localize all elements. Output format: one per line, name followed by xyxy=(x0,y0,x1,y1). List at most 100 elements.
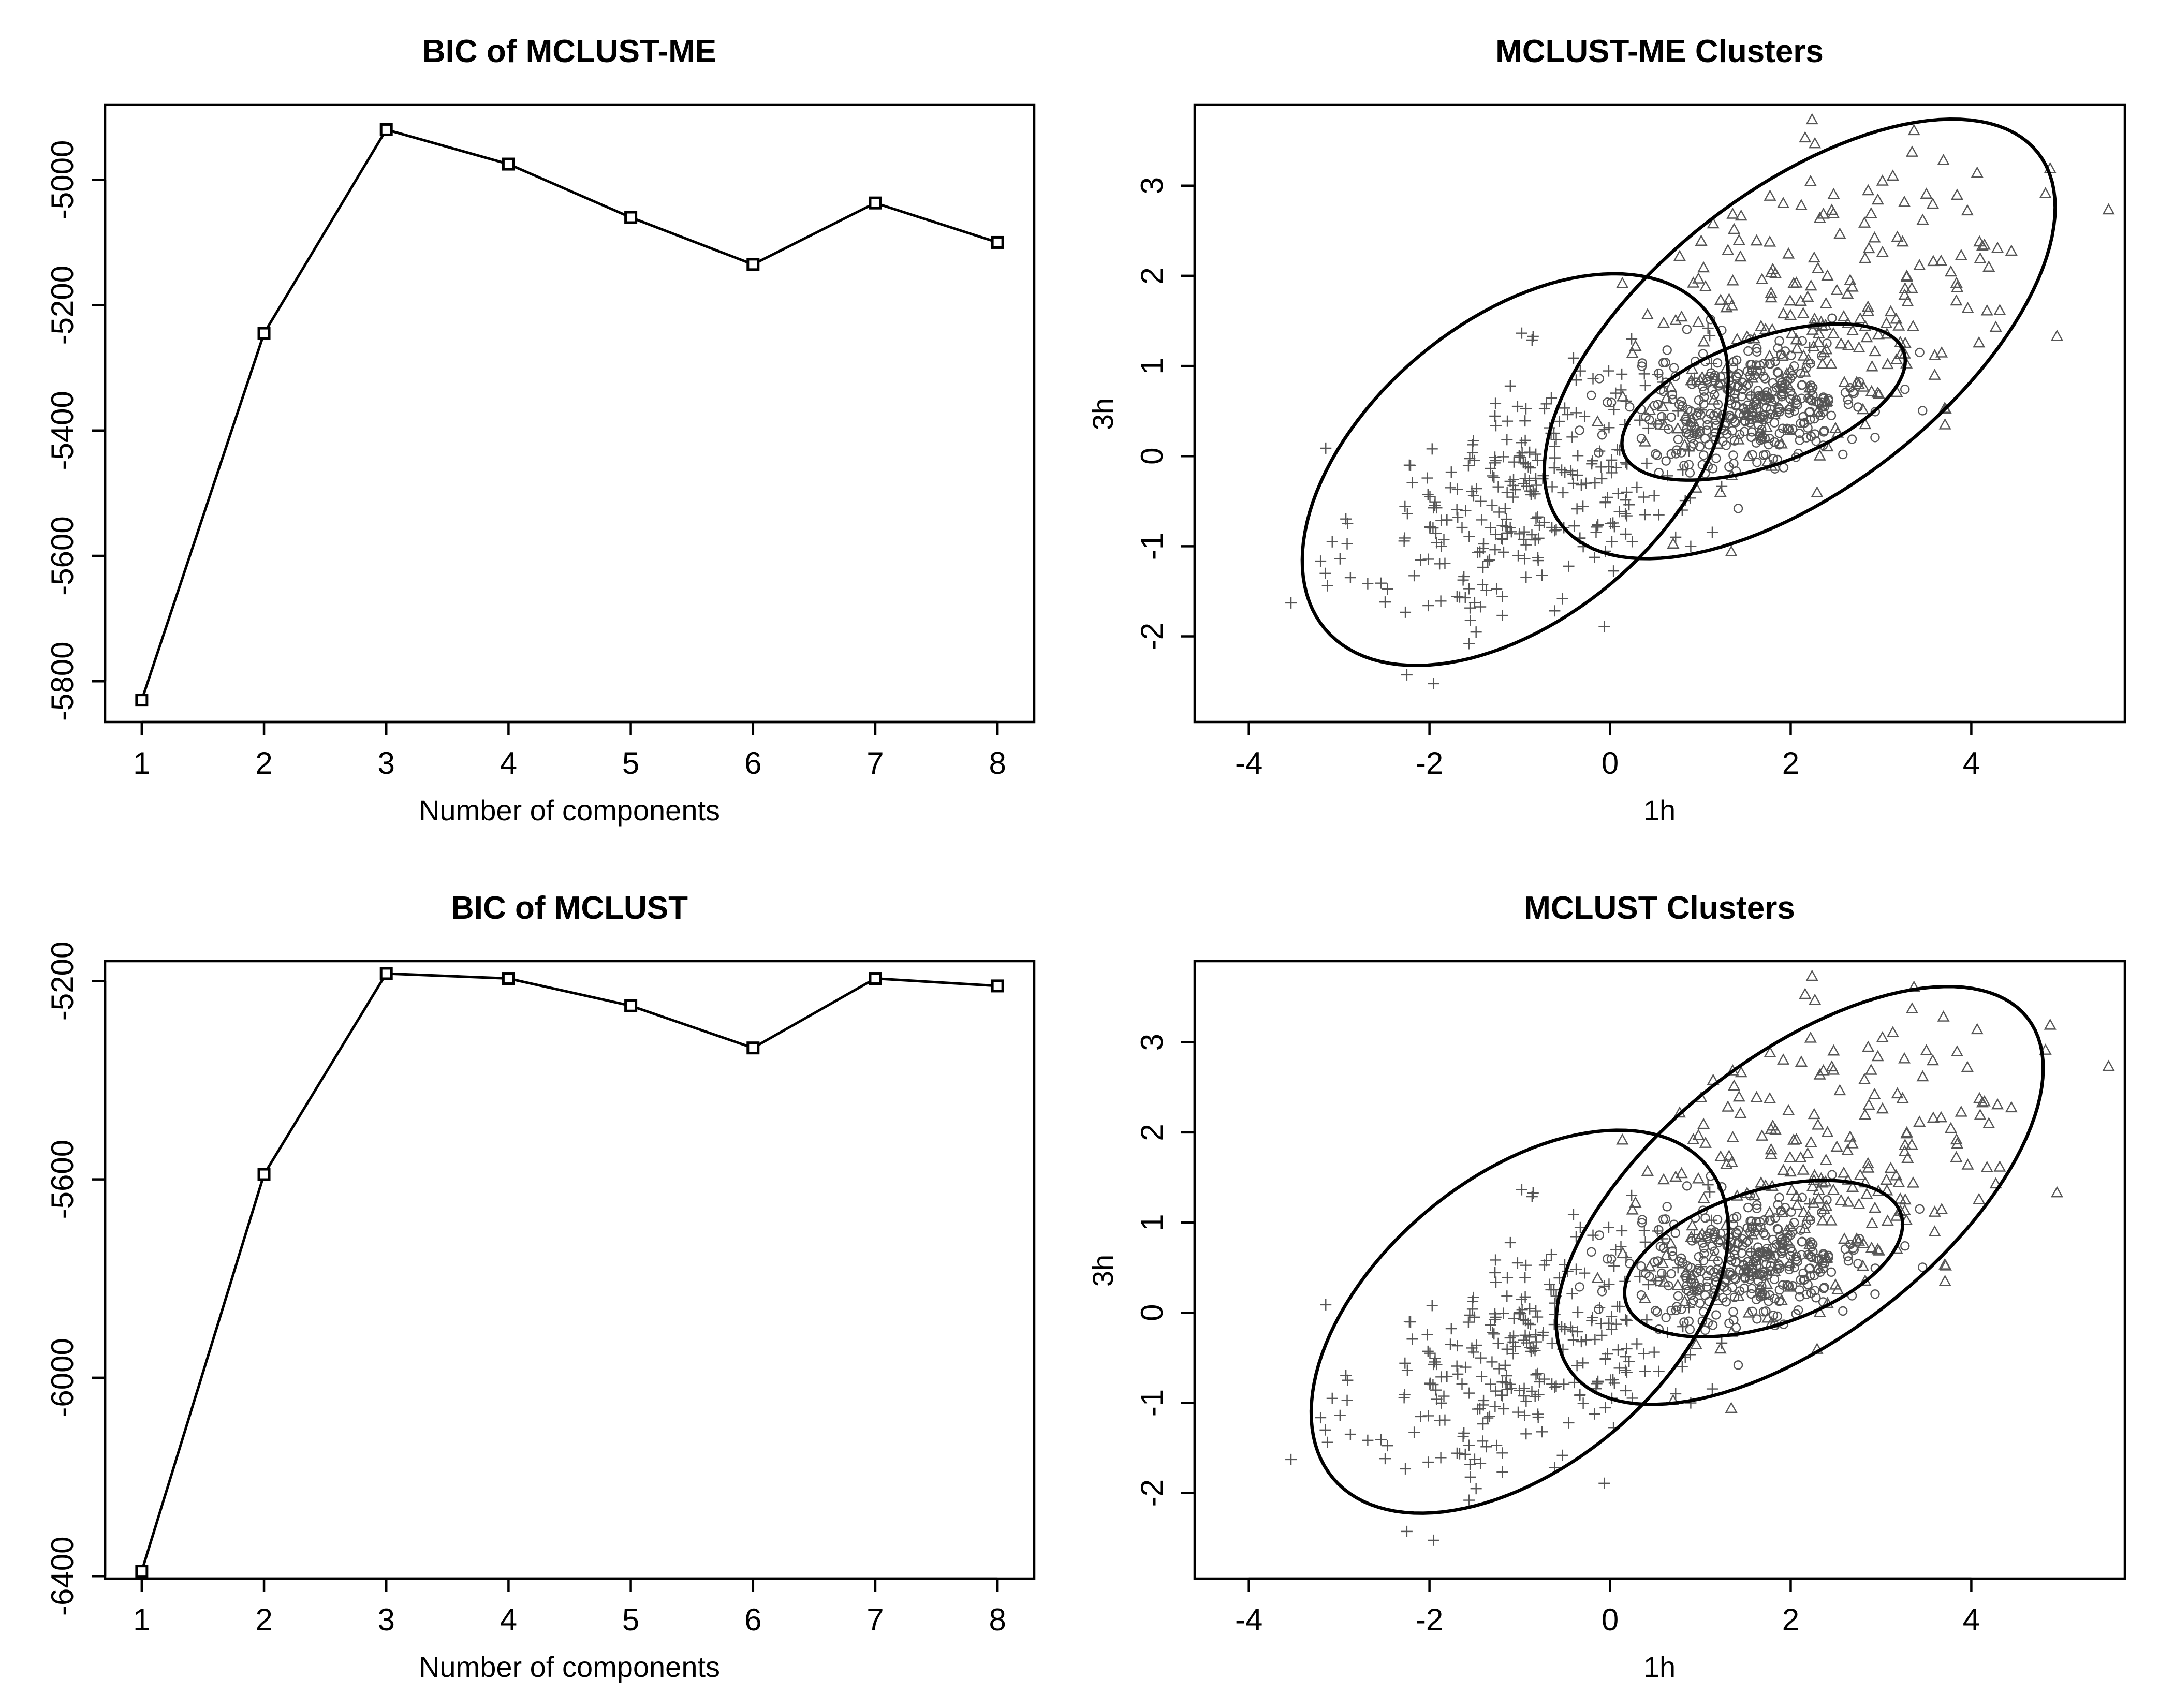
point-triangle xyxy=(1801,290,1814,302)
point-plus xyxy=(1556,593,1568,605)
point-plus xyxy=(1475,495,1487,507)
point-triangle xyxy=(1938,418,1951,430)
y-axis-title: 3h xyxy=(1086,398,1119,430)
point-triangle xyxy=(1820,394,1833,406)
point-triangle xyxy=(1865,1216,1878,1228)
point-plus xyxy=(1512,1406,1524,1418)
y-tick-label: 2 xyxy=(1135,267,1169,284)
point-triangle xyxy=(1961,1061,1974,1072)
point-plus xyxy=(1472,547,1483,558)
point-triangle xyxy=(1638,435,1651,447)
point-circle xyxy=(1838,1306,1848,1316)
point-plus xyxy=(1495,533,1507,544)
point-triangle xyxy=(1783,400,1796,412)
point-circle xyxy=(1636,1261,1646,1271)
point-plus xyxy=(1315,555,1327,567)
point-plus xyxy=(1500,1377,1512,1389)
point-triangle xyxy=(1853,341,1865,352)
point-plus xyxy=(1434,558,1446,570)
point-triangle xyxy=(1725,545,1738,556)
point-triangle xyxy=(1890,1169,1903,1181)
scatter-points xyxy=(1285,113,2115,689)
bic-point xyxy=(502,157,515,171)
point-triangle xyxy=(1951,281,1964,292)
point-plus xyxy=(1530,1336,1542,1348)
point-circle xyxy=(1757,1281,1767,1291)
x-tick-label: 2 xyxy=(255,746,272,781)
point-circle xyxy=(1810,414,1819,424)
point-plus xyxy=(1532,1367,1544,1379)
point-plus xyxy=(1540,1255,1552,1267)
point-triangle xyxy=(1783,1257,1796,1269)
x-axis-title: Number of components xyxy=(419,794,720,827)
point-triangle xyxy=(1830,284,1843,296)
point-plus xyxy=(1511,401,1523,413)
point-circle xyxy=(1801,433,1812,443)
point-plus xyxy=(1382,583,1393,595)
point-plus xyxy=(1546,1337,1558,1349)
point-triangle xyxy=(1775,1293,1788,1305)
point-circle xyxy=(1819,426,1829,436)
point-triangle xyxy=(1876,174,1889,186)
point-plus xyxy=(1591,521,1603,533)
point-plus xyxy=(1477,542,1489,554)
point-circle xyxy=(1670,1228,1680,1238)
point-plus xyxy=(1532,454,1544,466)
point-plus xyxy=(1499,503,1511,514)
point-plus xyxy=(1587,373,1599,385)
point-circle xyxy=(1785,1243,1796,1254)
point-triangle xyxy=(1989,320,2002,332)
point-circle xyxy=(1597,1287,1607,1297)
chart-title: MCLUST-ME Clusters xyxy=(1495,34,1824,69)
point-circle xyxy=(1773,368,1783,378)
point-triangle xyxy=(1746,371,1759,383)
point-triangle xyxy=(1926,197,1940,209)
point-plus xyxy=(1490,1311,1502,1323)
point-triangle xyxy=(1671,1278,1684,1290)
point-plus xyxy=(1526,529,1538,540)
point-triangle xyxy=(1732,1289,1745,1301)
point-plus xyxy=(1520,1395,1532,1407)
point-plus xyxy=(1508,456,1520,468)
point-triangle xyxy=(1696,371,1709,382)
point-plus xyxy=(1475,601,1487,613)
point-plus xyxy=(1591,1378,1603,1390)
point-triangle xyxy=(1935,1111,1948,1123)
point-triangle xyxy=(1776,1206,1789,1218)
point-triangle xyxy=(1725,1402,1738,1413)
point-plus xyxy=(1616,1225,1628,1236)
point-triangle xyxy=(1825,358,1838,369)
point-triangle xyxy=(1798,1222,1811,1233)
point-triangle xyxy=(1714,485,1727,497)
bic-point xyxy=(746,258,760,271)
point-triangle xyxy=(1659,392,1672,404)
point-circle xyxy=(1727,414,1737,423)
point-triangle xyxy=(1813,1068,1826,1080)
point-triangle xyxy=(1858,216,1871,228)
point-plus xyxy=(1451,1360,1463,1372)
point-circle xyxy=(1706,1225,1716,1234)
point-triangle xyxy=(1761,1311,1774,1323)
point-triangle xyxy=(1830,1140,1843,1152)
point-plus xyxy=(1702,322,1714,334)
point-plus xyxy=(1548,462,1560,474)
point-circle xyxy=(1746,1216,1757,1226)
x-tick-label: 8 xyxy=(989,1602,1006,1637)
point-triangle xyxy=(1707,217,1720,229)
point-circle xyxy=(1734,1225,1743,1235)
point-triangle xyxy=(1859,252,1872,263)
point-triangle xyxy=(1798,365,1811,377)
point-circle xyxy=(1709,373,1718,382)
x-tick-label: 7 xyxy=(866,746,884,781)
point-triangle xyxy=(1617,390,1629,402)
point-plus xyxy=(1574,1389,1586,1401)
point-plus xyxy=(1571,469,1583,481)
point-circle xyxy=(1682,1181,1692,1191)
point-plus xyxy=(1530,479,1542,491)
point-circle xyxy=(1671,1305,1681,1315)
point-plus xyxy=(1501,487,1513,498)
point-plus xyxy=(1500,521,1512,533)
point-triangle xyxy=(1782,1235,1795,1247)
point-plus xyxy=(1459,592,1471,603)
cluster-ellipse xyxy=(1623,1179,1904,1339)
